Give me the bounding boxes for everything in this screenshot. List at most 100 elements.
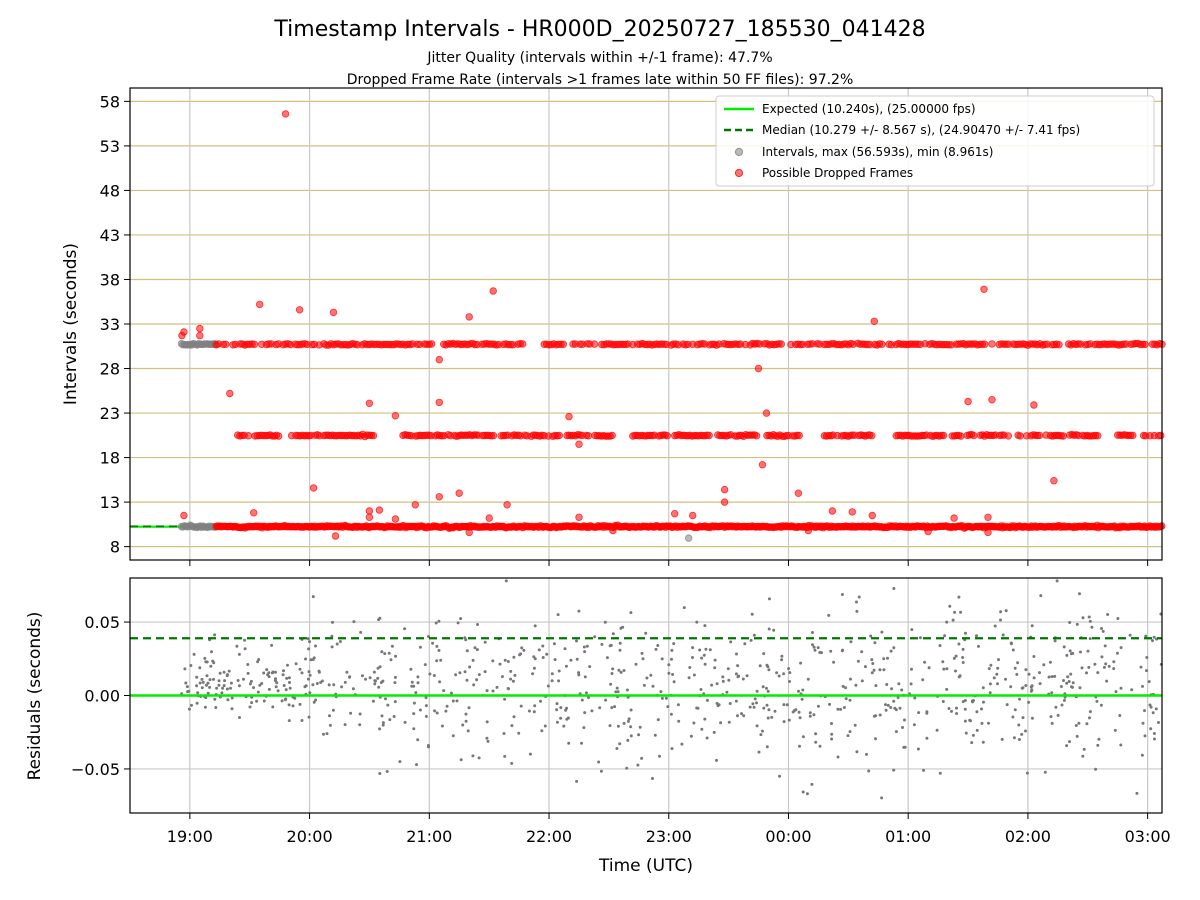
residual-point (389, 658, 393, 662)
dropped-frame-point (1004, 432, 1012, 440)
residual-point (910, 628, 914, 632)
residual-point (387, 651, 391, 655)
residual-point (246, 671, 250, 675)
residual-point (1011, 648, 1015, 652)
residual-point (195, 684, 199, 688)
residual-point (874, 714, 878, 718)
residual-point (237, 684, 241, 688)
residual-point (810, 782, 814, 786)
residual-point (600, 642, 604, 646)
dropped-frame-point (608, 431, 616, 440)
dropped-frame-point (984, 528, 992, 537)
dropped-frame-point (222, 340, 230, 348)
residual-point (378, 727, 382, 731)
residual-point (814, 732, 818, 736)
residual-point (1152, 732, 1156, 735)
residual-point (987, 721, 990, 725)
residual-point (394, 654, 398, 658)
residual-point (892, 587, 896, 590)
residual-point (703, 662, 707, 666)
residual-point (609, 643, 613, 647)
residual-point (300, 671, 304, 675)
residual-point (454, 673, 458, 677)
residual-point (761, 729, 764, 733)
residual-point (780, 654, 784, 658)
residual-point (740, 712, 743, 716)
residual-point (957, 642, 961, 646)
dropped-frame-point (957, 432, 965, 440)
residual-point (903, 745, 907, 749)
residual-point (274, 670, 277, 674)
residual-point (319, 681, 323, 684)
residual-point (656, 718, 660, 722)
residual-point (1047, 675, 1051, 679)
residual-point (423, 663, 427, 667)
residual-point (1030, 716, 1034, 720)
dropped-frame-point (309, 484, 318, 492)
residuals-x-ticks: 19:00 20:00 21:00 22:00 23:00 00:00 01:00 02:00… (167, 813, 1171, 846)
residual-point (832, 660, 836, 664)
residual-point (921, 678, 925, 682)
residual-point (539, 699, 542, 703)
residual-point (1149, 727, 1153, 731)
residual-point (1013, 666, 1017, 670)
residual-point (459, 758, 463, 762)
residual-point (1071, 685, 1074, 689)
residual-point (1027, 672, 1031, 676)
dropped-frame-point (375, 506, 384, 514)
residual-point (540, 729, 544, 733)
residual-point (285, 676, 289, 680)
residual-point (757, 750, 761, 754)
residual-point (503, 754, 507, 758)
residual-point (252, 686, 255, 690)
residual-point (765, 703, 769, 707)
dropped-frame-point (1050, 477, 1058, 485)
residual-point (1030, 624, 1034, 628)
dropped-frame-point (705, 431, 713, 440)
residual-point (664, 696, 668, 700)
residual-point (1114, 690, 1118, 694)
residual-point (611, 667, 615, 671)
residual-point (812, 645, 816, 649)
residual-point (808, 714, 812, 718)
residual-point (412, 701, 416, 705)
residual-point (794, 708, 798, 712)
residual-point (872, 668, 876, 672)
residual-point (518, 653, 522, 657)
residual-point (741, 677, 745, 681)
dropped-frame-point (489, 287, 497, 295)
residual-point (575, 639, 578, 643)
residual-point (700, 656, 704, 660)
residual-point (728, 702, 732, 705)
residual-point (282, 684, 286, 687)
residual-point (644, 631, 648, 635)
residual-point (200, 686, 204, 690)
residual-point (1029, 685, 1033, 689)
dropped-frame-point (435, 493, 443, 501)
residual-point (184, 681, 188, 685)
residual-point (629, 725, 633, 729)
residual-point (464, 719, 468, 723)
residual-point (799, 661, 803, 665)
residual-point (226, 698, 230, 702)
residual-point (1081, 616, 1085, 620)
residuals-y-tick-label: 0.05 (84, 613, 120, 632)
residual-point (192, 652, 196, 656)
residual-point (1075, 622, 1079, 626)
dropped-frame-point (980, 285, 988, 293)
residual-point (855, 609, 859, 613)
residual-point (583, 711, 587, 715)
residual-point (615, 747, 619, 750)
residual-point (1112, 667, 1116, 671)
residual-point (381, 723, 385, 727)
residual-point (550, 679, 554, 683)
residual-point (955, 706, 958, 710)
residual-point (304, 657, 307, 661)
residual-point (1017, 738, 1021, 741)
residual-point (270, 643, 274, 647)
residual-point (695, 620, 699, 624)
residual-point (444, 709, 448, 713)
residual-point (360, 674, 364, 678)
residual-point (475, 678, 479, 682)
residual-point (213, 633, 217, 637)
